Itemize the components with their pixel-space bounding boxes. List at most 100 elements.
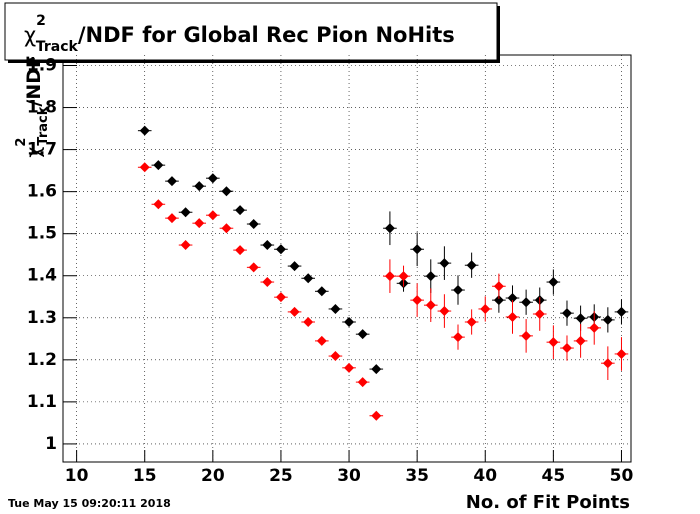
- marker: [466, 260, 477, 271]
- marker: [303, 273, 314, 284]
- marker: [139, 125, 150, 136]
- x-tick-label: 50: [610, 466, 634, 486]
- marker: [589, 322, 600, 333]
- marker: [139, 162, 150, 173]
- marker: [521, 297, 532, 308]
- y-tick-label: 1.1: [27, 392, 57, 412]
- marker: [248, 219, 259, 230]
- marker: [575, 313, 586, 324]
- marker: [262, 240, 273, 251]
- y-title-sub: Track: [36, 106, 51, 145]
- title-sub: Track: [36, 39, 79, 55]
- marker: [425, 271, 436, 282]
- y-tick-label: 1.5: [27, 224, 57, 244]
- marker: [289, 261, 300, 272]
- marker: [548, 337, 559, 348]
- marker: [493, 281, 504, 292]
- y-axis-title: χ2 Track/NDF: [14, 55, 51, 158]
- y-tick-label: 1.2: [27, 350, 57, 370]
- title-sup: 2: [36, 13, 46, 29]
- y-tick-label: 1.9: [27, 56, 57, 76]
- marker: [561, 343, 572, 354]
- marker: [412, 244, 423, 255]
- x-tick-label: 30: [337, 466, 361, 486]
- marker: [180, 207, 191, 218]
- y-tick-label: 1.6: [27, 182, 57, 202]
- marker: [344, 362, 355, 373]
- marker: [602, 358, 613, 369]
- marker: [453, 332, 464, 343]
- marker: [248, 262, 259, 273]
- y-title-symbol: χ: [23, 147, 45, 158]
- x-axis-title: No. of Fit Points: [466, 492, 630, 513]
- marker: [425, 300, 436, 311]
- marker: [480, 303, 491, 314]
- marker: [575, 335, 586, 346]
- marker: [507, 293, 518, 304]
- marker: [194, 218, 205, 229]
- marker: [303, 316, 314, 327]
- marker: [235, 245, 246, 256]
- marker: [153, 160, 164, 171]
- marker: [357, 329, 368, 340]
- title-symbol: χ: [24, 23, 36, 47]
- marker: [561, 308, 572, 319]
- x-tick-label: 45: [542, 466, 566, 486]
- marker: [221, 223, 232, 234]
- marker: [384, 271, 395, 282]
- timestamp: Tue May 15 09:20:11 2018: [8, 497, 171, 510]
- marker: [357, 377, 368, 388]
- x-tick-label: 10: [65, 466, 89, 486]
- marker: [521, 330, 532, 341]
- marker: [534, 309, 545, 319]
- y-tick-label: 1.4: [27, 266, 57, 286]
- marker: [166, 176, 177, 187]
- marker: [194, 181, 205, 192]
- marker: [398, 271, 409, 282]
- marker: [316, 335, 327, 346]
- marker: [235, 205, 246, 216]
- marker: [289, 306, 300, 317]
- marker: [221, 186, 232, 197]
- marker: [344, 316, 355, 327]
- y-title-text: /NDF: [23, 55, 45, 107]
- marker: [616, 306, 627, 317]
- y-tick-label: 1: [45, 434, 57, 454]
- marker: [180, 240, 191, 251]
- title-box: [4, 2, 498, 61]
- marker: [616, 348, 627, 359]
- marker: [439, 306, 450, 317]
- marker: [466, 316, 477, 327]
- title-text: /NDF for Global Rec Pion NoHits: [78, 23, 455, 47]
- marker: [330, 303, 341, 314]
- y-tick-label: 1.8: [27, 98, 57, 118]
- y-title-sup: 2: [14, 138, 29, 147]
- y-tick-label: 1.7: [27, 140, 57, 160]
- marker: [439, 258, 450, 269]
- marker: [153, 199, 164, 210]
- x-tick-label: 15: [133, 466, 157, 486]
- marker: [316, 286, 327, 297]
- chart-title: χ2 Track/NDF for Global Rec Pion NoHits: [24, 13, 455, 55]
- marker: [384, 223, 395, 234]
- marker: [602, 314, 613, 325]
- y-tick-label: 1.3: [27, 308, 57, 328]
- marker: [371, 410, 382, 421]
- marker: [275, 244, 286, 255]
- marker: [453, 285, 464, 296]
- marker: [275, 292, 286, 303]
- x-tick-label: 25: [269, 466, 293, 486]
- x-tick-label: 40: [473, 466, 497, 486]
- x-tick-label: 20: [201, 466, 225, 486]
- marker: [548, 277, 559, 288]
- marker: [493, 295, 504, 306]
- marker: [262, 277, 273, 288]
- marker: [371, 364, 382, 375]
- marker: [207, 173, 218, 184]
- marker: [207, 210, 218, 221]
- marker: [330, 351, 341, 362]
- marker: [166, 213, 177, 224]
- marker: [507, 311, 518, 322]
